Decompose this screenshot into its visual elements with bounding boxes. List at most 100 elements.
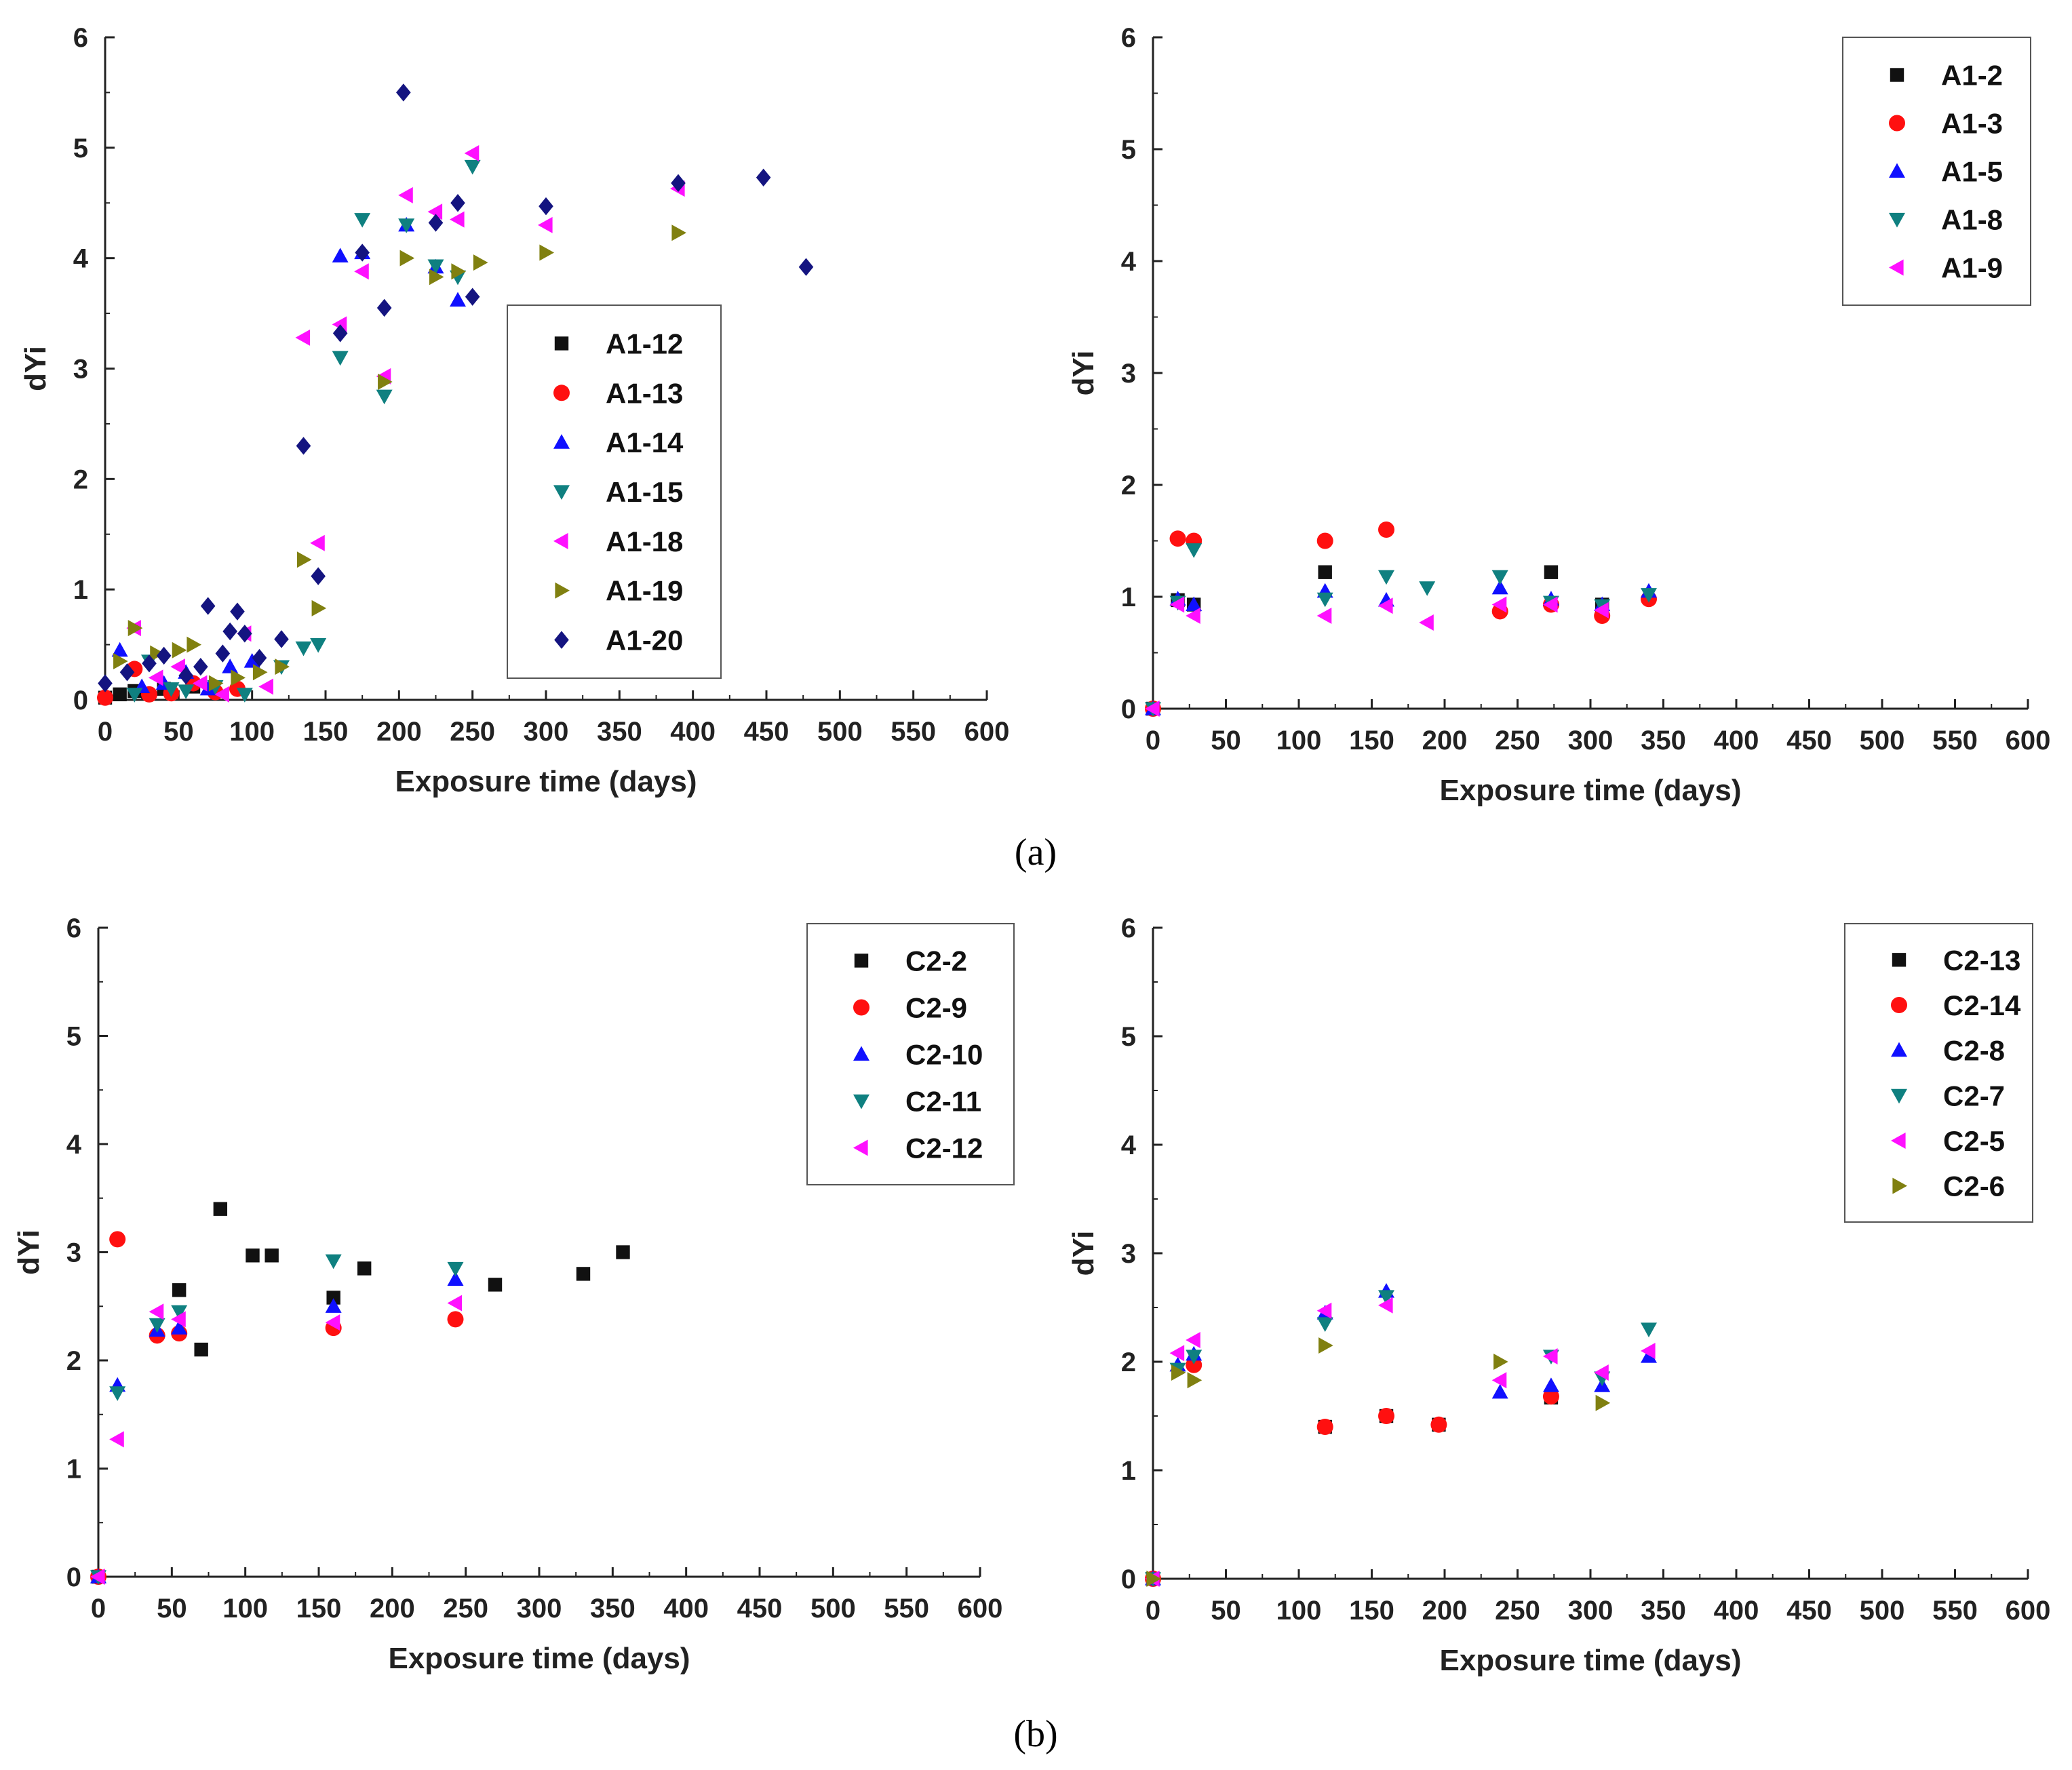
series-A1-20 bbox=[98, 83, 814, 692]
data-point-A1-19 bbox=[399, 250, 415, 267]
x-tick-label: 100 bbox=[1276, 1596, 1322, 1626]
legend-label: C2-13 bbox=[1943, 944, 2020, 976]
x-tick-label: 150 bbox=[296, 1594, 342, 1624]
y-tick-label: 4 bbox=[1121, 1130, 1137, 1160]
data-point-A1-3 bbox=[1316, 532, 1333, 549]
legend-label: A1-5 bbox=[1941, 156, 2003, 188]
y-axis-title: dYi bbox=[1067, 1231, 1100, 1276]
data-point-C2-12 bbox=[149, 1303, 164, 1320]
data-point-A1-19 bbox=[252, 664, 268, 681]
data-point-A1-19 bbox=[311, 599, 327, 616]
data-point-C2-11 bbox=[171, 1305, 188, 1320]
data-point-A1-19 bbox=[113, 653, 128, 670]
data-point-C2-2 bbox=[172, 1283, 187, 1297]
y-tick-label: 1 bbox=[1121, 1456, 1136, 1486]
x-tick-label: 350 bbox=[1641, 726, 1686, 755]
data-point-C2-2 bbox=[194, 1342, 208, 1357]
legend-marker-A1-9 bbox=[1889, 259, 1904, 276]
data-point-A1-19 bbox=[208, 675, 224, 692]
data-point-A1-14 bbox=[332, 248, 349, 263]
legend-marker-C2-12 bbox=[853, 1139, 868, 1156]
legend-label: A1-13 bbox=[606, 377, 683, 409]
data-point-A1-20 bbox=[539, 197, 553, 216]
y-tick-label: 2 bbox=[1121, 471, 1136, 500]
data-point-A1-19 bbox=[150, 645, 165, 662]
x-tick-label: 350 bbox=[597, 717, 642, 747]
x-tick-label: 500 bbox=[1860, 1596, 1905, 1626]
y-tick-label: 4 bbox=[1121, 247, 1137, 277]
data-point-A1-19 bbox=[231, 669, 246, 686]
data-point-A1-20 bbox=[215, 644, 231, 663]
series-A1-19 bbox=[113, 224, 686, 692]
data-point-A1-18 bbox=[192, 675, 208, 692]
x-tick-label: 250 bbox=[450, 717, 495, 747]
data-point-A1-9 bbox=[1594, 602, 1609, 618]
x-tick-label: 600 bbox=[2006, 1596, 2051, 1626]
y-axis-title: dYi bbox=[1067, 351, 1100, 396]
data-point-C2-12 bbox=[171, 1311, 186, 1328]
x-tick-label: 250 bbox=[1495, 1596, 1540, 1626]
legend-marker-A1-3 bbox=[1889, 115, 1905, 132]
legend-label: A1-19 bbox=[606, 575, 683, 607]
x-tick-label: 550 bbox=[1932, 726, 1978, 755]
data-point-A1-20 bbox=[230, 602, 245, 621]
x-tick-label: 500 bbox=[817, 717, 863, 747]
data-point-C2-2 bbox=[357, 1261, 372, 1276]
legend-marker-C2-8 bbox=[1891, 1042, 1907, 1057]
data-point-A1-15 bbox=[126, 688, 143, 703]
x-tick-label: 200 bbox=[1422, 726, 1468, 755]
data-point-C2-12 bbox=[325, 1314, 340, 1331]
data-point-A1-20 bbox=[450, 194, 465, 212]
data-point-A1-20 bbox=[222, 622, 237, 641]
x-axis-title: Exposure time (days) bbox=[388, 1642, 690, 1675]
data-point-A1-20 bbox=[465, 288, 480, 306]
data-point-C2-12 bbox=[447, 1295, 463, 1312]
y-tick-label: 4 bbox=[73, 244, 89, 274]
x-tick-label: 450 bbox=[1786, 1596, 1832, 1626]
data-point-C2-11 bbox=[447, 1261, 464, 1277]
legend-label: A1-9 bbox=[1941, 252, 2003, 284]
data-point-A1-19 bbox=[275, 658, 290, 675]
data-point-A1-15 bbox=[398, 218, 415, 233]
data-point-C2-11 bbox=[149, 1318, 165, 1333]
data-point-A1-8 bbox=[1186, 543, 1203, 558]
x-tick-label: 600 bbox=[958, 1594, 1003, 1624]
legend-marker-C2-11 bbox=[853, 1094, 869, 1109]
data-point-C2-2 bbox=[213, 1202, 228, 1216]
y-tick-label: 1 bbox=[1121, 583, 1136, 612]
data-point-A1-20 bbox=[119, 663, 135, 682]
y-tick-label: 4 bbox=[66, 1130, 82, 1160]
legend-box bbox=[507, 304, 722, 679]
x-tick-label: 300 bbox=[1568, 1596, 1614, 1626]
y-tick-label: 0 bbox=[1121, 1565, 1136, 1594]
legend-marker-C2-2 bbox=[854, 953, 869, 968]
data-point-A1-18 bbox=[170, 658, 185, 675]
data-point-A1-20 bbox=[142, 654, 157, 673]
data-point-A1-18 bbox=[450, 211, 465, 228]
data-point-A1-20 bbox=[798, 258, 814, 276]
legend-label: C2-11 bbox=[905, 1086, 981, 1118]
data-point-A1-2 bbox=[1544, 565, 1559, 579]
legend-marker-C2-7 bbox=[1891, 1088, 1907, 1104]
data-point-C2-14 bbox=[1430, 1416, 1447, 1433]
data-point-A1-15 bbox=[332, 351, 349, 366]
data-point-A1-20 bbox=[671, 174, 686, 193]
data-point-C2-7 bbox=[1316, 1317, 1333, 1332]
legend-box bbox=[1844, 923, 2033, 1223]
data-point-A1-8 bbox=[1316, 592, 1333, 608]
legend-marker-A1-15 bbox=[553, 485, 570, 500]
y-tick-label: 5 bbox=[73, 134, 88, 163]
x-tick-label: 450 bbox=[744, 717, 789, 747]
data-point-A1-3 bbox=[1169, 530, 1186, 547]
legend-marker-A1-14 bbox=[553, 434, 570, 449]
data-point-A1-20 bbox=[355, 243, 370, 262]
data-point-C2-2 bbox=[488, 1278, 503, 1292]
data-point-C2-6 bbox=[1146, 1571, 1161, 1587]
legend-label: A1-20 bbox=[606, 625, 683, 656]
x-tick-label: 200 bbox=[376, 717, 422, 747]
data-point-A1-20 bbox=[156, 646, 172, 665]
data-point-C2-5 bbox=[1491, 1372, 1507, 1389]
legend-label: C2-5 bbox=[1943, 1125, 2005, 1157]
data-point-A1-5 bbox=[1186, 596, 1203, 612]
series-A1-9 bbox=[1145, 596, 1609, 717]
